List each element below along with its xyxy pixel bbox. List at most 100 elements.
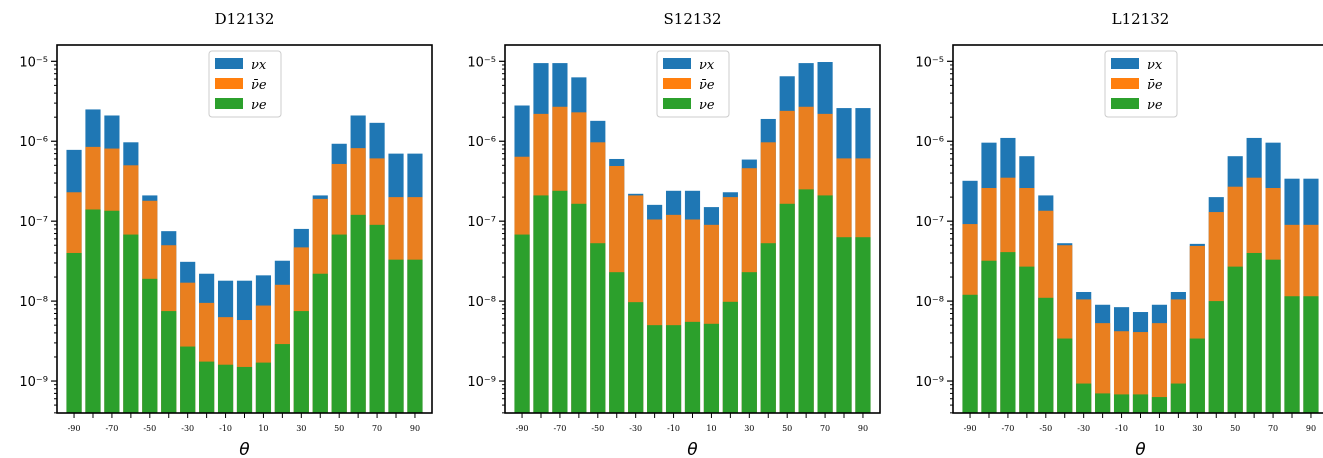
bar-nu-e <box>1132 394 1149 413</box>
y-tick-label: 10⁻⁵ <box>19 55 48 70</box>
chart-panel-3: L12132 10⁻⁹ 10⁻⁸ 10⁻⁷ 10⁻⁶ 10⁻⁵ -90 -70 -50 -30 -1… <box>915 10 1323 458</box>
bar-nu-e <box>779 203 795 413</box>
bar-nu-e <box>741 272 757 413</box>
x-tick-label: 10 <box>1154 424 1164 433</box>
y-tick-label: 10⁻⁹ <box>19 375 48 390</box>
x-tick-label: -90 <box>516 424 529 433</box>
bar-nu-e <box>590 243 606 413</box>
legend-label: νx <box>1147 58 1163 73</box>
legend-label: νe <box>1147 98 1163 113</box>
bar-nu-e <box>1057 338 1073 413</box>
bar-nu-e <box>274 344 290 413</box>
bar-nu-e <box>1227 266 1243 413</box>
y-tick-label: 10⁻⁸ <box>19 295 48 310</box>
bar-nu-e <box>962 294 978 413</box>
bar-nu-e <box>142 278 158 413</box>
bar-nu-e <box>1170 383 1186 413</box>
legend-label: ν̄e <box>251 78 267 93</box>
x-tick-label: 10 <box>258 424 268 433</box>
x-tick-label: -10 <box>667 424 680 433</box>
y-tick-label: 10⁻⁸ <box>915 295 944 310</box>
legend-swatch <box>1111 98 1139 109</box>
x-tick-label: -70 <box>553 424 566 433</box>
x-tick-label: -50 <box>1039 424 1052 433</box>
x-tick-label: -10 <box>219 424 232 433</box>
bar-nu-e <box>533 195 549 413</box>
bar-nu-e <box>981 260 997 413</box>
bar-nu-e <box>1038 297 1054 413</box>
x-tick-label: 90 <box>1306 424 1316 433</box>
x-axis-label: θ <box>1135 440 1146 458</box>
bar-nu-e <box>123 234 139 413</box>
y-tick-label: 10⁻⁵ <box>467 55 496 70</box>
bar-nu-e <box>369 224 385 413</box>
bar-nu-e <box>350 214 366 413</box>
x-tick-label: 90 <box>410 424 420 433</box>
x-axis-label: θ <box>687 440 698 458</box>
chart-panel-2: S12132 10⁻⁹ 10⁻⁸ 10⁻⁷ 10⁻⁶ 10⁻⁵ -90 -70 -50 -30 -1… <box>467 10 881 458</box>
y-tick-label: 10⁻⁶ <box>915 135 944 150</box>
x-tick-label: -30 <box>629 424 642 433</box>
bar-nu-e <box>1095 393 1111 413</box>
legend: νx ν̄e νe <box>1104 50 1178 118</box>
bar-nu-e <box>1151 397 1168 413</box>
y-tick-label: 10⁻⁷ <box>467 215 496 230</box>
bar-nu-e <box>571 203 587 413</box>
x-tick-label: 50 <box>1230 424 1240 433</box>
bar-nu-e <box>1076 383 1092 413</box>
bar-nu-e <box>684 321 701 413</box>
bar-nu-e <box>388 259 404 413</box>
legend-swatch <box>663 58 691 69</box>
bar-nu-e <box>217 364 234 413</box>
bar-nu-e <box>836 237 852 413</box>
legend-swatch <box>1111 78 1139 89</box>
legend-swatch <box>663 98 691 109</box>
x-tick-label: 30 <box>1192 424 1202 433</box>
x-tick-label: -90 <box>964 424 977 433</box>
bar-nubar-e <box>1151 323 1168 413</box>
bar-nu-e <box>1189 338 1205 413</box>
bar-nu-e <box>514 234 530 413</box>
chart-title: L12132 <box>1112 10 1170 28</box>
bar-nu-e <box>1019 266 1035 413</box>
bar-nu-e <box>798 189 814 413</box>
legend-swatch <box>1111 58 1139 69</box>
bar-nu-e <box>609 272 625 413</box>
bar-nu-e <box>722 301 738 413</box>
x-tick-label: 70 <box>372 424 382 433</box>
bar-nu-e <box>161 311 177 413</box>
legend-swatch <box>215 78 243 89</box>
bar-nu-e <box>665 325 682 413</box>
legend-label: νe <box>251 98 267 113</box>
bar-nu-e <box>199 361 215 413</box>
bar-nu-e <box>647 325 663 413</box>
x-tick-label: 10 <box>706 424 716 433</box>
y-tick-label: 10⁻⁶ <box>19 135 48 150</box>
legend-label: νx <box>251 58 267 73</box>
bar-nubar-e <box>1132 332 1149 413</box>
y-tick-label: 10⁻⁵ <box>915 55 944 70</box>
chart-panel-1: D12132 10⁻⁹ 10⁻⁸ 10⁻⁷ 10⁻⁶ 10⁻⁵ -90 -70 -50 -30 -1… <box>19 10 433 458</box>
bar-nu-e <box>255 362 272 413</box>
x-tick-label: -50 <box>143 424 156 433</box>
bar-nu-e <box>293 311 309 413</box>
bar-nu-e <box>703 323 720 413</box>
bar-nu-e <box>1208 301 1224 413</box>
y-tick-label: 10⁻⁷ <box>915 215 944 230</box>
bar-nu-e <box>1000 252 1016 413</box>
x-tick-label: 30 <box>296 424 306 433</box>
chart-title: D12132 <box>215 10 275 28</box>
x-tick-label: -70 <box>105 424 118 433</box>
bar-nu-e <box>817 195 833 413</box>
bar-nu-e <box>312 273 328 413</box>
x-axis-label: θ <box>239 440 250 458</box>
bar-nu-e <box>760 243 776 413</box>
bar-nu-e <box>1284 296 1300 413</box>
bar-nu-e <box>552 190 568 413</box>
bar-nu-e <box>1303 296 1319 413</box>
legend-label: ν̄e <box>1147 78 1163 93</box>
legend-label: ν̄e <box>699 78 715 93</box>
legend-swatch <box>215 98 243 109</box>
x-tick-label: 70 <box>1268 424 1278 433</box>
